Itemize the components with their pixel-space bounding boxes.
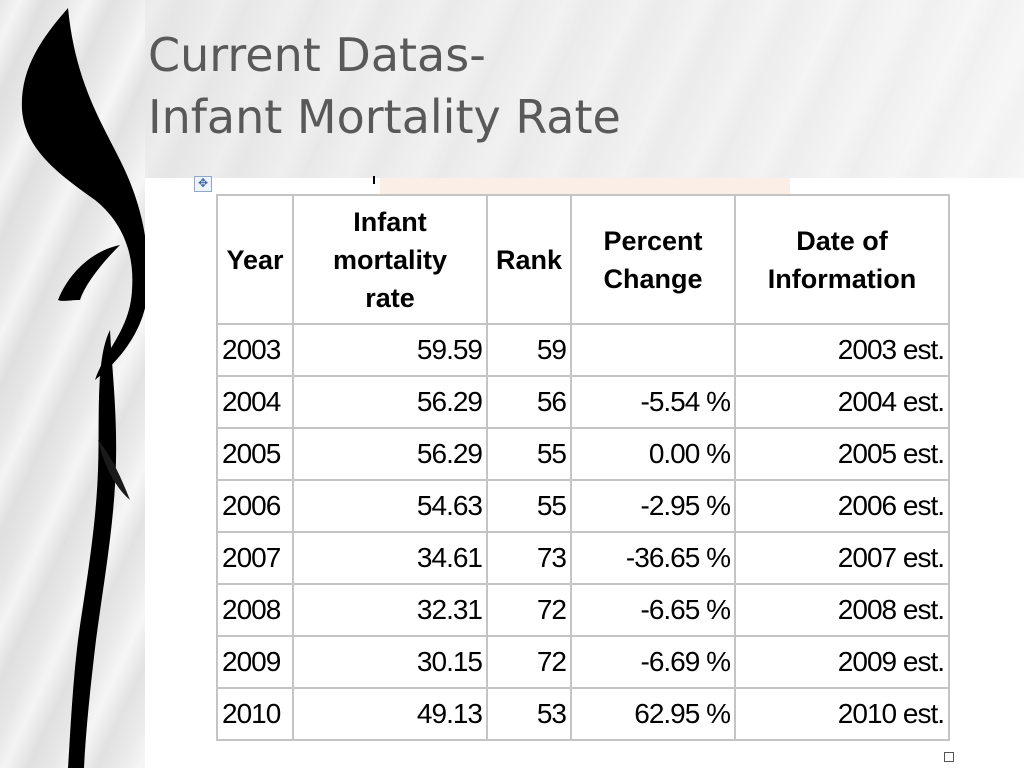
cell-date: 2006 est.	[734, 479, 950, 533]
table-row: 2009 30.15 72 -6.69 % 2009 est.	[216, 635, 950, 689]
infant-mortality-table: Year Infant mortality rate Rank Percent …	[216, 194, 950, 741]
table-row: 2010 49.13 53 62.95 % 2010 est.	[216, 687, 950, 741]
slide-title-line-1: Current Datas-	[148, 28, 486, 82]
slide-title: Current Datas- Infant Mortality Rate	[148, 24, 1008, 148]
cell-change: -6.69 %	[570, 635, 736, 689]
cell-change: -2.95 %	[570, 479, 736, 533]
cell-change: -6.65 %	[570, 583, 736, 637]
cell-change: 62.95 %	[570, 687, 736, 741]
cell-change: 0.00 %	[570, 427, 736, 481]
cell-rate: 56.29	[292, 427, 488, 481]
decorative-swirl-art	[21, 8, 149, 768]
cell-year: 2006	[216, 479, 294, 533]
cell-rank: 56	[486, 375, 572, 429]
cell-rank: 59	[486, 323, 572, 377]
cell-date: 2004 est.	[734, 375, 950, 429]
cell-year: 2008	[216, 583, 294, 637]
table-row: 2004 56.29 56 -5.54 % 2004 est.	[216, 375, 950, 429]
move-handle-icon[interactable]: ✥	[194, 176, 212, 192]
cell-year: 2003	[216, 323, 294, 377]
table-row: 2008 32.31 72 -6.65 % 2008 est.	[216, 583, 950, 637]
cell-change: -5.54 %	[570, 375, 736, 429]
cell-year: 2005	[216, 427, 294, 481]
cell-rank: 73	[486, 531, 572, 585]
cell-change	[570, 323, 736, 377]
text-caret	[373, 176, 375, 184]
peach-strip	[380, 178, 790, 194]
title-band	[145, 0, 1024, 178]
cell-rank: 55	[486, 427, 572, 481]
slide-title-line-2: Infant Mortality Rate	[148, 90, 621, 144]
header-percent-change: Percent Change	[570, 194, 736, 325]
cell-rate: 54.63	[292, 479, 488, 533]
cell-year: 2007	[216, 531, 294, 585]
cell-date: 2008 est.	[734, 583, 950, 637]
cell-date: 2003 est.	[734, 323, 950, 377]
header-year: Year	[216, 194, 294, 325]
cell-rank: 55	[486, 479, 572, 533]
cell-rank: 72	[486, 635, 572, 689]
cell-date: 2010 est.	[734, 687, 950, 741]
cell-rank: 53	[486, 687, 572, 741]
table-row: 2007 34.61 73 -36.65 % 2007 est.	[216, 531, 950, 585]
header-rank: Rank	[486, 194, 572, 325]
cell-rank: 72	[486, 583, 572, 637]
cell-rate: 56.29	[292, 375, 488, 429]
table-row: 2003 59.59 59 2003 est.	[216, 323, 950, 377]
cell-rate: 30.15	[292, 635, 488, 689]
table-header-row: Year Infant mortality rate Rank Percent …	[216, 194, 950, 325]
cell-year: 2010	[216, 687, 294, 741]
cell-rate: 59.59	[292, 323, 488, 377]
cell-rate: 34.61	[292, 531, 488, 585]
table-row: 2006 54.63 55 -2.95 % 2006 est.	[216, 479, 950, 533]
table-row: 2005 56.29 55 0.00 % 2005 est.	[216, 427, 950, 481]
cell-change: -36.65 %	[570, 531, 736, 585]
cell-date: 2009 est.	[734, 635, 950, 689]
cell-rate: 49.13	[292, 687, 488, 741]
resize-handle-icon[interactable]	[944, 752, 954, 762]
cell-year: 2004	[216, 375, 294, 429]
cell-year: 2009	[216, 635, 294, 689]
cell-date: 2005 est.	[734, 427, 950, 481]
header-date-of-information: Date of Information	[734, 194, 950, 325]
cell-date: 2007 est.	[734, 531, 950, 585]
header-infant-mortality-rate: Infant mortality rate	[292, 194, 488, 325]
cell-rate: 32.31	[292, 583, 488, 637]
